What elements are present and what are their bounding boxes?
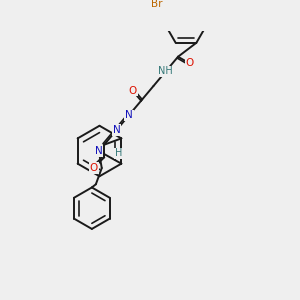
Text: O: O (90, 163, 98, 173)
Text: Br: Br (151, 0, 163, 9)
Text: N: N (95, 146, 103, 156)
Text: O: O (185, 58, 194, 68)
Text: N: N (112, 125, 120, 135)
Text: N: N (125, 110, 133, 120)
Text: NH: NH (158, 66, 173, 76)
Text: H: H (115, 148, 122, 158)
Text: O: O (128, 85, 137, 95)
